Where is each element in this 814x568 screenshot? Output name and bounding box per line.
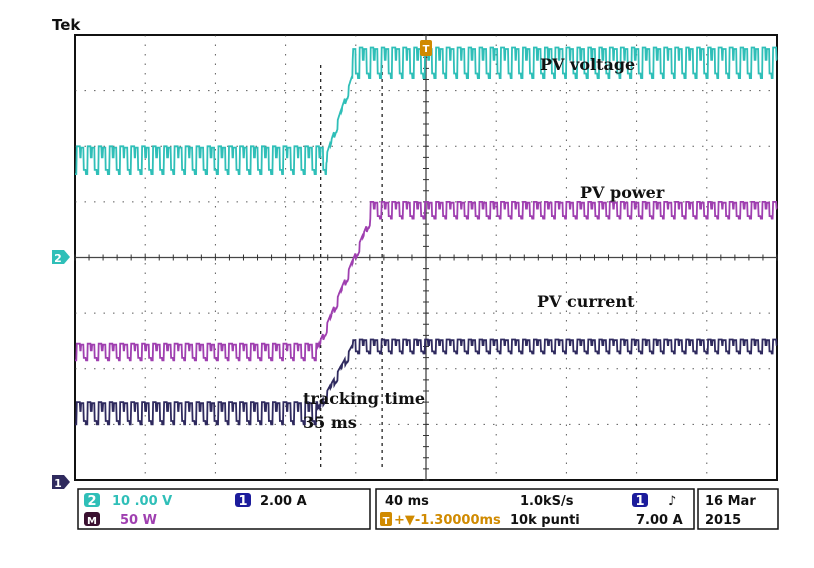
brand-logo: Tek — [52, 16, 81, 34]
channel-readout-box — [77, 488, 371, 530]
ch2-readout-badge — [84, 493, 100, 507]
ch2-scale: 10 .00 V — [112, 494, 172, 509]
trigger-position-marker[interactable]: T — [420, 40, 432, 56]
trigger-level[interactable]: 7.00 A — [636, 513, 683, 528]
ch2-readout-num: 2 — [87, 494, 96, 509]
series-label-pv-voltage: PV voltage — [540, 55, 635, 74]
math-readout-badge — [84, 512, 100, 526]
trace-math — [75, 201, 778, 362]
math-readout-num: M — [87, 516, 97, 527]
math-scale: 50 W — [120, 513, 157, 528]
readout-panel: 2 10 .00 V 1 2.00 A M 50 W 40 ms 1.0kS/s… — [77, 488, 779, 530]
trigger-source-badge — [632, 493, 648, 507]
tracking-time-label: tracking time — [303, 389, 425, 408]
ch2-readout[interactable]: 2 10 .00 V — [84, 493, 172, 509]
ch2-marker-label: 2 — [54, 252, 62, 265]
date-line-2: 2015 — [705, 513, 741, 528]
ch1-scale: 2.00 A — [260, 494, 307, 509]
date-line-1: 16 Mar — [705, 494, 756, 509]
ch1-readout-badge — [235, 493, 251, 507]
ch1-ground-marker[interactable]: 1 — [52, 475, 70, 490]
ch1-marker-shape — [52, 475, 70, 489]
trigger-pos-badge — [380, 512, 392, 526]
ch1-readout-num: 1 — [238, 494, 247, 509]
trace-ch1 — [75, 338, 778, 426]
ch2-marker-shape — [52, 250, 70, 264]
trigger-marker-label: T — [423, 44, 430, 55]
trigger-pos-badge-label: T — [383, 516, 390, 527]
record-length: 10k punti — [510, 513, 580, 528]
timebase[interactable]: 40 ms — [385, 494, 429, 509]
date-box — [697, 488, 779, 530]
ch1-readout[interactable]: 1 2.00 A — [235, 493, 307, 509]
series-label-pv-power: PV power — [580, 183, 665, 202]
trigger-marker-bg — [420, 40, 432, 56]
series-label-pv-current: PV current — [537, 292, 635, 311]
math-readout[interactable]: M 50 W — [84, 512, 157, 528]
trigger-source: 1 — [635, 494, 644, 509]
sample-rate: 1.0kS/s — [520, 494, 574, 509]
ch2-ground-marker[interactable]: 2 — [52, 250, 70, 265]
tracking-time-value: 35 ms — [303, 413, 357, 432]
trigger-slope-icon: ♪ — [668, 494, 676, 509]
trigger-position[interactable]: +▼-1.30000ms — [394, 513, 501, 528]
ch1-marker-label: 1 — [54, 477, 62, 490]
